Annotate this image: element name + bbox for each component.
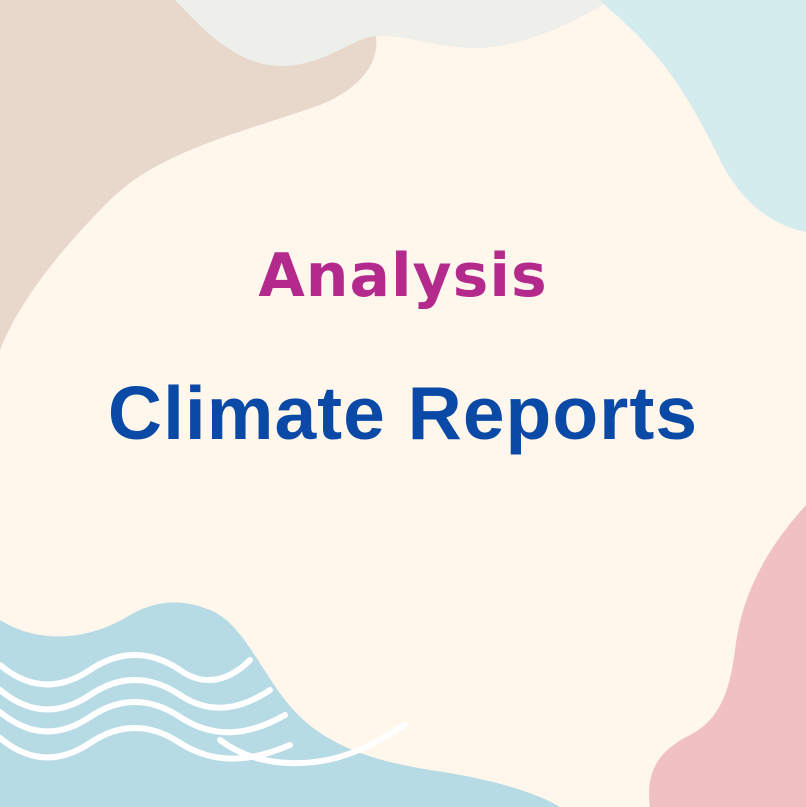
grey-shape bbox=[175, 0, 610, 67]
beige-shape bbox=[0, 0, 377, 350]
light-blue-shape bbox=[600, 0, 806, 232]
page-title: Climate Reports bbox=[107, 371, 699, 455]
pink-shape bbox=[649, 505, 806, 807]
wave-line bbox=[0, 677, 273, 713]
wave-line bbox=[217, 722, 408, 767]
wave-lines-icon bbox=[0, 652, 408, 767]
wave-line bbox=[0, 699, 288, 736]
blue-wave-shape bbox=[0, 602, 560, 807]
section-label: Analysis bbox=[258, 241, 548, 311]
wave-line bbox=[0, 725, 293, 762]
wave-line bbox=[0, 652, 253, 688]
